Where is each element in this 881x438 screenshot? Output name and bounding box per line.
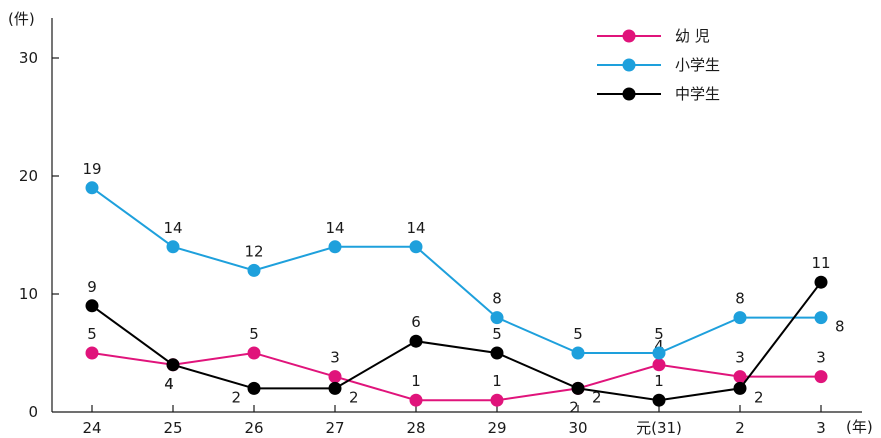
data-label: 8 <box>735 290 745 308</box>
data-label: 19 <box>82 160 101 178</box>
x-tick-label: 26 <box>244 419 263 437</box>
series-2: 19 14 12 14 14 8 5 5 8 8 <box>82 160 845 360</box>
data-point <box>733 370 747 384</box>
data-point <box>652 346 666 360</box>
data-label: 2 <box>349 388 359 406</box>
data-point <box>85 346 99 360</box>
data-label: 8 <box>835 318 845 336</box>
series-line <box>91 186 821 354</box>
data-label: 3 <box>816 349 826 367</box>
data-label: 5 <box>654 325 664 343</box>
x-tick-label: 24 <box>82 419 101 437</box>
data-point <box>652 393 666 407</box>
data-point <box>814 311 828 325</box>
data-point <box>409 334 423 348</box>
legend-marker <box>622 58 636 72</box>
data-label: 6 <box>411 313 421 331</box>
data-label: 2 <box>569 398 579 416</box>
data-label: 2 <box>754 388 764 406</box>
legend-marker <box>622 29 636 43</box>
data-label: 2 <box>231 388 241 406</box>
data-point <box>733 381 747 395</box>
x-tick-label: 30 <box>568 419 587 437</box>
series-line <box>91 281 822 402</box>
legend-label: 幼 児 <box>675 27 710 45</box>
data-point <box>166 240 180 254</box>
data-label: 9 <box>87 278 97 296</box>
x-tick-label: 25 <box>163 419 182 437</box>
x-unit-label: (年) <box>846 418 873 436</box>
data-label: 14 <box>406 219 425 237</box>
data-label: 5 <box>249 325 259 343</box>
legend-item-1: 幼 児 <box>597 27 710 45</box>
data-point <box>490 346 504 360</box>
legend-marker <box>622 87 636 101</box>
data-label: 4 <box>164 375 174 393</box>
data-point <box>814 275 828 289</box>
data-point <box>490 311 504 325</box>
data-label: 11 <box>811 254 830 272</box>
data-label: 14 <box>163 219 182 237</box>
data-label: 3 <box>330 349 340 367</box>
data-point <box>247 381 261 395</box>
data-point <box>814 370 828 384</box>
data-label: 1 <box>411 372 421 390</box>
data-label: 1 <box>654 372 664 390</box>
data-point <box>328 370 342 384</box>
legend-item-2: 小学生 <box>597 56 720 74</box>
data-point <box>328 381 342 395</box>
data-label: 12 <box>244 242 263 260</box>
data-point <box>166 358 180 372</box>
data-label: 5 <box>87 325 97 343</box>
data-point <box>652 358 666 372</box>
data-point <box>571 346 585 360</box>
data-point <box>328 240 342 254</box>
y-tick-label: 0 <box>28 403 38 421</box>
y-tick-label: 20 <box>19 167 38 185</box>
legend-label: 中学生 <box>675 85 720 103</box>
data-label: 5 <box>492 325 502 343</box>
data-label: 2 <box>592 388 602 406</box>
data-point <box>247 263 261 277</box>
x-tick-label: 29 <box>487 419 506 437</box>
data-point <box>409 240 423 254</box>
data-label: 4 <box>164 375 174 393</box>
data-label: 8 <box>492 290 502 308</box>
y-tick-label: 10 <box>19 285 38 303</box>
data-point <box>733 311 747 325</box>
data-point <box>490 393 504 407</box>
x-tick-label: 2 <box>735 419 745 437</box>
legend-item-3: 中学生 <box>597 85 720 103</box>
data-label: 5 <box>573 325 583 343</box>
data-point <box>85 181 99 195</box>
x-tick-label: 元(31) <box>636 419 682 437</box>
data-point <box>571 381 585 395</box>
data-label: 14 <box>325 219 344 237</box>
y-tick-label: 30 <box>19 49 38 67</box>
data-label: 1 <box>492 372 502 390</box>
data-point <box>409 393 423 407</box>
x-tick-label: 28 <box>406 419 425 437</box>
data-label: 3 <box>735 349 745 367</box>
legend-label: 小学生 <box>675 56 720 74</box>
data-point <box>85 299 99 313</box>
x-tick-label: 27 <box>325 419 344 437</box>
series-line <box>91 351 821 402</box>
data-label: 4 <box>654 337 664 355</box>
x-tick-label: 3 <box>816 419 826 437</box>
y-unit-label: (件) <box>8 10 35 28</box>
data-point <box>247 346 261 360</box>
